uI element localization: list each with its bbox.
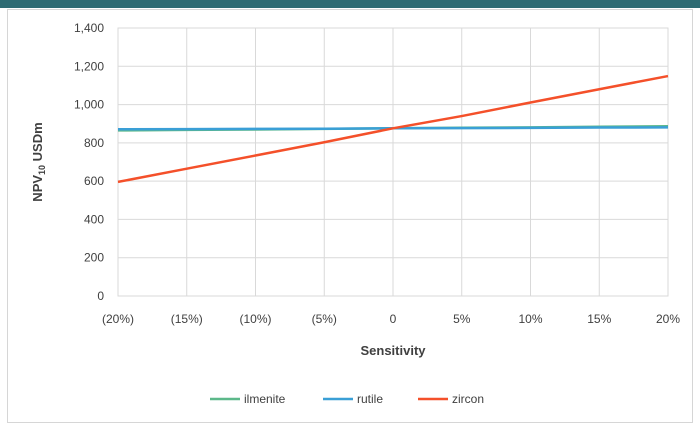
y-tick-label: 1,200 (74, 59, 104, 73)
legend-label-rutile: rutile (357, 392, 383, 406)
x-tick-label: 5% (453, 312, 471, 326)
y-tick-label: 600 (84, 174, 104, 188)
y-tick-label: 800 (84, 136, 104, 150)
legend-label-ilmenite: ilmenite (244, 392, 286, 406)
x-tick-label: (15%) (171, 312, 203, 326)
x-tick-label: (20%) (102, 312, 134, 326)
x-tick-labels: (20%) (15%) (10%) (5%) 0 5% 10% 15% 20% (102, 312, 680, 326)
y-tick-label: 1,400 (74, 21, 104, 35)
plot-area-border (117, 27, 669, 297)
y-tick-label: 0 (97, 289, 104, 303)
y-axis-title-main: NPV (30, 175, 45, 202)
y-tick-label: 1,000 (74, 98, 104, 112)
chart-frame (7, 9, 693, 423)
legend-label-zircon: zircon (452, 392, 484, 406)
series-line-zircon (117, 74, 669, 184)
gridlines (117, 27, 669, 297)
y-axis-title-subscript: 10 (37, 165, 47, 175)
legend: ilmenite rutile zircon (210, 392, 484, 406)
x-axis-title: Sensitivity (360, 343, 426, 358)
x-tick-label: (10%) (239, 312, 271, 326)
y-axis-title: NPV10 USDm (30, 122, 47, 201)
series-lines (117, 74, 669, 184)
y-tick-label: 200 (84, 251, 104, 265)
x-tick-label: 10% (518, 312, 542, 326)
header-band (0, 0, 700, 8)
x-tick-label: 0 (390, 312, 397, 326)
x-tick-label: 15% (587, 312, 611, 326)
x-tick-label: 20% (656, 312, 680, 326)
y-tick-label: 400 (84, 212, 104, 226)
x-tick-label: (5%) (312, 312, 337, 326)
y-axis-title-rest: USDm (30, 122, 45, 165)
y-tick-labels: 0 200 400 600 800 1,000 1,200 1,400 (74, 21, 104, 303)
